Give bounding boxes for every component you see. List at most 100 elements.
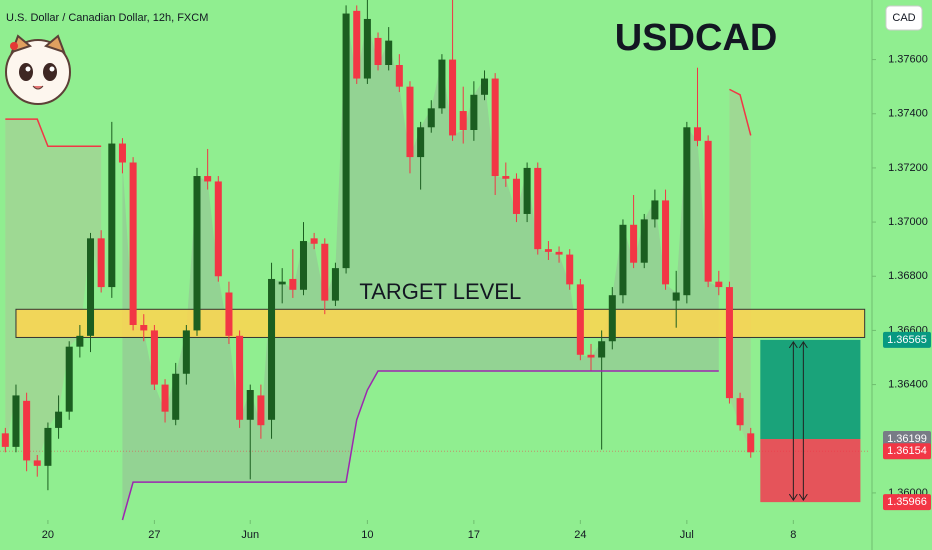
candle-body [257, 395, 265, 426]
candle-body [44, 427, 52, 466]
stop-line [5, 118, 102, 147]
candle-body [512, 178, 520, 214]
candle-body [438, 59, 446, 109]
target-area [760, 339, 861, 440]
candle-body [12, 395, 20, 447]
candle-body [33, 460, 41, 466]
candle-body [268, 278, 276, 420]
candle-body [470, 94, 478, 130]
candle-body [555, 251, 563, 255]
candle-body [747, 433, 755, 453]
candle-body [715, 281, 723, 288]
candle-body [55, 411, 63, 428]
candle-body [331, 268, 339, 301]
y-tick-label: 1.36400 [888, 378, 928, 390]
price-tag [883, 331, 931, 348]
stop-fill [729, 89, 751, 453]
candle-body [704, 140, 712, 282]
price-tag-label: 1.35966 [887, 496, 927, 508]
stop-area [760, 439, 861, 503]
candle-body [417, 127, 425, 158]
candle-body [225, 292, 233, 336]
candle-body [736, 398, 744, 426]
candle-body [182, 330, 190, 374]
candle-body [427, 108, 435, 128]
candle-body [23, 400, 31, 461]
candle-body [129, 162, 137, 325]
candle-body [491, 78, 499, 177]
candle-body [1, 433, 9, 447]
candle-body [534, 167, 542, 250]
candle-body [619, 224, 627, 296]
zone-label: TARGET LEVEL [359, 279, 521, 304]
chart-title: USDCAD [615, 17, 778, 59]
stop-fill [5, 119, 102, 466]
price-tag [883, 443, 931, 460]
y-tick-label: 1.37000 [888, 216, 928, 228]
candle-body [299, 241, 308, 290]
candle-body [576, 284, 584, 355]
y-tick-label: 1.37200 [888, 162, 928, 174]
candle-body [608, 295, 616, 342]
x-tick-label: 17 [468, 529, 480, 541]
candle-body [353, 10, 361, 79]
candle-body [65, 346, 73, 412]
candle-body [374, 37, 382, 65]
price-tag [883, 494, 931, 511]
candle-body [502, 176, 510, 179]
candle-body [108, 143, 116, 288]
candle-body [289, 278, 297, 290]
candle-body [363, 18, 371, 79]
candle-body [97, 238, 105, 288]
candle-body [587, 354, 595, 358]
candle-body [161, 384, 169, 412]
candle-body [406, 86, 414, 158]
plot: TARGET LEVEL [0, 0, 870, 521]
currency: CAD [892, 12, 915, 24]
price-tag [883, 431, 931, 448]
x-tick-label: Jul [680, 529, 694, 541]
candle-body [385, 40, 393, 65]
stop-line [121, 370, 719, 521]
candle-body [683, 127, 691, 296]
arrow-head [798, 340, 808, 502]
price-tag-label: 1.36154 [887, 445, 927, 457]
candle-body [449, 59, 457, 136]
candle-body [640, 219, 648, 263]
candle-body [566, 254, 574, 285]
y-tick-label: 1.37600 [888, 53, 928, 65]
candle-body [544, 249, 552, 252]
candle-body [725, 287, 733, 399]
x-tick-label: 27 [148, 529, 160, 541]
y-tick-label: 1.37400 [888, 108, 928, 120]
candle-body [172, 373, 180, 420]
x-tick-label: 20 [42, 529, 54, 541]
candle-body [193, 176, 201, 331]
candle-body [310, 238, 318, 244]
candle-body [76, 335, 84, 347]
candle-body [246, 390, 254, 420]
currency-box [885, 5, 923, 31]
candle-body [662, 200, 670, 285]
candle-body [214, 181, 222, 277]
candle-body [236, 335, 244, 420]
candle-body [204, 176, 212, 182]
candle-body [630, 224, 638, 263]
candle-body [459, 111, 467, 130]
candle-body [321, 243, 329, 301]
candle-body [481, 78, 489, 95]
candle-body [140, 325, 148, 331]
subtitle: U.S. Dollar / Canadian Dollar, 12h, FXCM [6, 12, 208, 24]
price-tag-label: 1.36199 [887, 433, 927, 445]
candle-body [87, 238, 95, 336]
candle-body [118, 143, 126, 163]
candle-body [395, 65, 403, 87]
y-tick-label: 1.36800 [888, 270, 928, 282]
logo [5, 34, 71, 105]
x-tick-label: 24 [574, 529, 586, 541]
candle-body [278, 281, 286, 285]
arrow-head [788, 340, 798, 502]
candle-body [598, 341, 606, 358]
x-tick-label: Jun [241, 529, 259, 541]
